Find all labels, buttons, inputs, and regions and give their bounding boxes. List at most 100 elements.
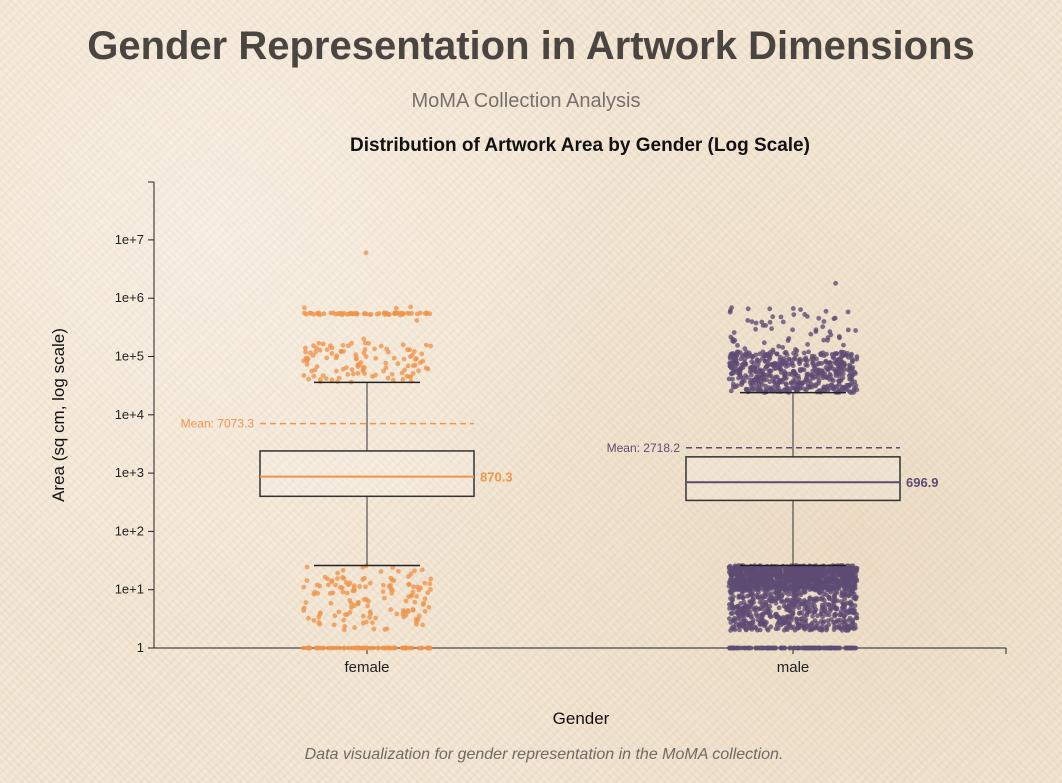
low-outlier-point	[837, 617, 843, 623]
high-outlier-point	[395, 361, 401, 367]
high-outlier-point	[311, 373, 317, 379]
high-outlier-point	[392, 310, 398, 316]
high-outlier-point	[843, 386, 848, 392]
low-outlier-point	[734, 566, 739, 572]
high-outlier-point	[729, 365, 735, 371]
high-outlier-point	[787, 357, 793, 362]
floor-point	[307, 645, 313, 651]
low-outlier-point	[331, 622, 337, 628]
high-outlier-point	[823, 308, 829, 314]
high-outlier-point	[360, 364, 366, 370]
high-outlier-point	[777, 379, 783, 385]
low-outlier-point	[834, 578, 839, 583]
axes-group: 1 1e+1 1e+2 1e+3 1e+4 1e+5 1e+6 1e+7 female male	[115, 181, 1007, 676]
low-outlier-point	[422, 580, 428, 586]
high-outlier-point	[728, 351, 734, 357]
floor-point	[810, 645, 816, 651]
high-outlier-point	[837, 361, 843, 367]
high-outlier-point	[836, 370, 841, 376]
low-outlier-point	[410, 607, 416, 612]
low-outlier-point	[363, 597, 369, 602]
low-outlier-point	[790, 592, 795, 597]
floor-point	[328, 645, 334, 651]
low-outlier-point	[748, 599, 753, 605]
low-outlier-point	[301, 584, 307, 590]
low-outlier-point	[736, 586, 741, 591]
high-outlier-point	[768, 373, 774, 379]
high-outlier-point	[317, 347, 323, 353]
low-outlier-point	[809, 622, 814, 628]
low-outlier-point	[332, 613, 338, 619]
low-outlier-point	[792, 604, 798, 609]
high-outlier-point	[353, 310, 359, 316]
low-outlier-point	[811, 597, 817, 603]
low-outlier-point	[755, 581, 761, 587]
floor-point	[381, 645, 386, 651]
low-outlier-point	[848, 599, 854, 605]
low-outlier-point	[335, 570, 340, 576]
low-outlier-point	[790, 574, 796, 579]
low-outlier-point	[316, 620, 322, 625]
low-outlier-point	[390, 565, 396, 570]
low-outlier-point	[799, 567, 805, 573]
y-tick-label: 1e+6	[115, 290, 144, 305]
high-outlier-point	[731, 330, 737, 335]
high-outlier-point	[799, 367, 805, 372]
high-outlier-point	[755, 374, 761, 380]
high-outlier-point	[742, 356, 748, 362]
high-outlier-point	[753, 352, 759, 358]
low-outlier-point	[853, 615, 859, 621]
high-outlier-point	[306, 376, 312, 382]
page-subtitle: MoMA Collection Analysis	[411, 90, 641, 112]
low-outlier-point	[851, 575, 857, 581]
low-outlier-point	[769, 584, 775, 590]
high-outlier-point	[727, 309, 733, 315]
high-outlier-point	[733, 359, 739, 365]
low-outlier-point	[356, 599, 361, 605]
high-outlier-point	[362, 311, 367, 316]
floor-point	[426, 645, 431, 651]
low-outlier-point	[344, 612, 350, 617]
high-outlier-point	[841, 342, 846, 348]
high-outlier-point	[728, 388, 734, 394]
high-outlier-point	[742, 346, 748, 351]
low-outlier-point	[738, 620, 744, 625]
low-outlier-point	[807, 595, 813, 601]
low-outlier-point	[736, 593, 742, 599]
box-male: 696.9 Mean: 2718.2	[607, 391, 939, 567]
low-outlier-point	[400, 608, 406, 613]
low-outlier-point	[729, 601, 734, 606]
high-outlier-point	[320, 341, 326, 347]
floor-point	[822, 645, 827, 651]
low-outlier-point	[808, 574, 814, 580]
high-outlier-point	[797, 359, 803, 364]
high-outlier-point	[850, 372, 855, 378]
high-outlier-point	[416, 368, 421, 374]
low-outlier-point	[412, 599, 418, 605]
high-outlier-point	[830, 386, 836, 392]
low-outlier-point	[783, 625, 789, 631]
low-outlier-point	[792, 584, 797, 590]
high-outlier-point	[792, 378, 798, 384]
high-outlier-point	[354, 355, 359, 361]
low-outlier-point	[852, 603, 858, 608]
y-tick-label: 1e+7	[115, 232, 144, 247]
high-outlier-point	[734, 383, 740, 388]
high-outlier-point	[854, 356, 859, 362]
high-outlier-point	[336, 311, 341, 316]
high-outlier-point	[805, 371, 811, 377]
low-outlier-point	[801, 601, 807, 607]
low-outlier-point	[306, 615, 311, 621]
high-outlier-point	[313, 349, 319, 355]
high-outlier-point	[802, 386, 807, 392]
floor-point	[375, 645, 381, 651]
high-outlier-point	[302, 305, 307, 311]
low-outlier-point	[738, 601, 744, 606]
high-outlier-point	[423, 342, 429, 348]
low-outlier-point	[732, 627, 738, 632]
low-outlier-point	[763, 566, 769, 572]
low-outlier-point	[742, 586, 747, 591]
low-outlier-point	[821, 571, 827, 576]
low-outlier-point	[743, 602, 748, 608]
